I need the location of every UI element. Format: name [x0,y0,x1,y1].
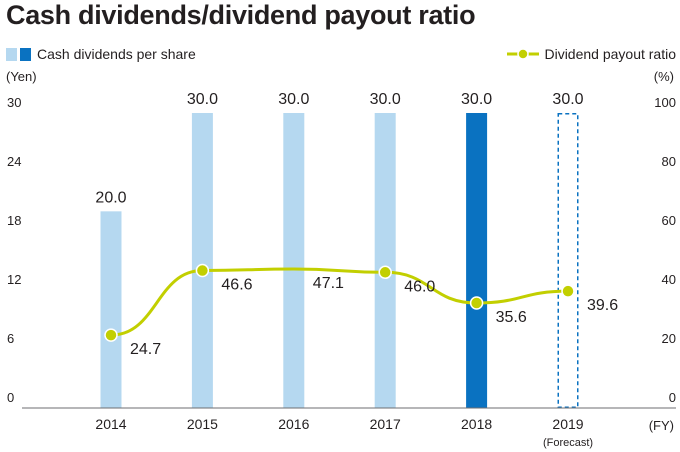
right-tick-label: 60 [662,213,676,228]
line-series [104,263,575,342]
left-tick-label: 24 [7,154,21,169]
left-tick-label: 6 [7,331,14,346]
bar-value-label: 20.0 [95,189,126,206]
x-tick-label: 2017 [370,416,401,432]
bar-legend: Cash dividends per share [6,46,196,62]
left-tick-label: 12 [7,272,21,287]
payout-ratio-marker [469,296,484,310]
bar-value-label: 30.0 [278,91,309,108]
bar [283,113,305,408]
payout-ratio-label: 46.6 [221,277,252,294]
bar-series [100,113,579,408]
right-axis-ticks: 0 20 40 60 80 100 [654,95,676,405]
left-tick-label: 18 [7,213,21,228]
payout-ratio-label: 39.6 [587,297,618,314]
right-tick-label: 100 [654,95,676,110]
right-tick-label: 0 [669,390,676,405]
legend-swatch-highlight [20,47,31,61]
payout-ratio-marker [561,284,575,298]
bar-value-label: 30.0 [552,91,583,108]
left-tick-label: 30 [7,95,21,110]
bar-value-labels: 20.0 30.0 30.0 30.0 30.0 30.0 [95,91,583,206]
x-tick-label: 2016 [278,416,309,432]
payout-ratio-line [110,267,569,337]
right-axis-unit: (%) [653,69,674,84]
x-tick-label: 2015 [187,416,218,432]
left-axis-unit: (Yen) [6,69,37,84]
chart-title: Cash dividends/dividend payout ratio [6,0,476,30]
x-axis-labels: 2014 2015 2016 2017 2018 2019 (Forecast) [95,416,593,449]
bar-value-label: 30.0 [370,91,401,108]
line-legend-marker-icon [507,48,540,60]
payout-ratio-marker [104,328,118,342]
line-legend: Dividend payout ratio [506,46,676,62]
x-tick-label: 2014 [95,416,126,432]
right-tick-label: 20 [662,331,676,346]
payout-ratio-label: 24.7 [130,341,161,358]
left-axis-ticks: 0 6 12 18 24 30 [7,95,21,405]
payout-ratio-label: 35.6 [496,309,527,326]
payout-ratio-label: 47.1 [313,275,344,292]
right-tick-label: 80 [662,154,676,169]
legend-swatch-actual [6,47,17,61]
bar-legend-label: Cash dividends per share [37,46,196,62]
x-axis-unit: (FY) [648,418,674,433]
payout-ratio-marker [195,263,210,278]
bar-value-label: 30.0 [461,91,492,108]
bar [374,113,396,408]
bar [191,113,213,408]
bar [466,113,488,408]
x-tick-note: (Forecast) [543,437,593,449]
left-tick-label: 0 [7,390,14,405]
x-tick-label: 2019 [552,416,583,432]
line-value-labels: 24.7 46.6 47.1 46.0 35.6 39.6 [130,275,618,358]
line-legend-label: Dividend payout ratio [544,46,676,62]
x-tick-label: 2018 [461,416,492,432]
bar-forecast [557,113,579,408]
bar [100,211,122,408]
right-tick-label: 40 [662,272,676,287]
bar-value-label: 30.0 [187,91,218,108]
payout-ratio-marker [378,265,392,280]
payout-ratio-label: 46.0 [404,278,435,295]
